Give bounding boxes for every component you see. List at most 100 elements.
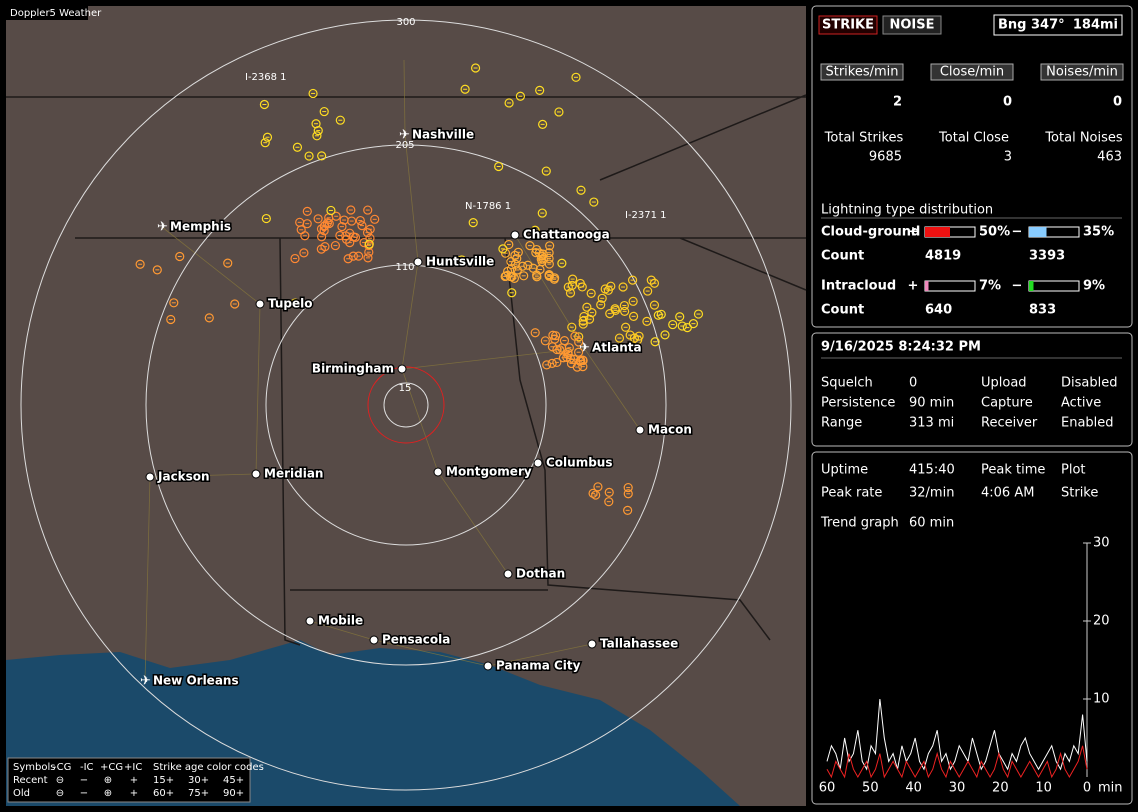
strike-icon (290, 298, 300, 308)
strike-icon (523, 260, 533, 270)
title-box (6, 6, 88, 20)
strike-icon (552, 344, 562, 355)
strike-icon (364, 239, 374, 249)
rate-label: Strikes/min (825, 65, 898, 80)
noise-button[interactable] (882, 15, 942, 35)
strike-icon (532, 270, 542, 280)
legend-age: 75+ (188, 788, 209, 799)
count-label: Count (821, 303, 864, 318)
strike-icon (593, 482, 603, 492)
strike-icon (578, 362, 588, 372)
airport-icon: ✈ (579, 341, 590, 356)
strike-icon (545, 241, 555, 251)
setting: Persistence (821, 396, 895, 411)
sensor-label: I-2371 1 (625, 210, 667, 221)
sensor-label: N-1786 1 (465, 201, 511, 212)
legend-symbol: + (130, 788, 138, 799)
strike-icon (575, 356, 585, 366)
rate-button[interactable] (930, 63, 1014, 81)
legend-age: 30+ (188, 775, 209, 786)
stat: Peak rate (821, 486, 882, 501)
strike-icon (649, 278, 660, 288)
stat: 32/min (909, 486, 954, 501)
legend-symbol: − (80, 788, 88, 799)
strike-icon (542, 360, 552, 370)
strike-icon (544, 259, 554, 269)
strike-icon (537, 208, 547, 218)
strike-icon (223, 258, 233, 268)
strike-icon (308, 88, 318, 99)
strike-icon (541, 166, 551, 176)
strike-icon (299, 248, 309, 258)
strike-icon (550, 334, 560, 344)
strike-icon (574, 332, 584, 342)
strike-icon (470, 63, 481, 73)
strike-icon (656, 309, 666, 319)
strike-button[interactable] (818, 15, 878, 35)
strike-icon (537, 251, 547, 261)
strike-icon (320, 242, 330, 252)
strike-icon (540, 336, 550, 346)
strike-icon (359, 237, 369, 248)
trend-line (826, 745, 1088, 779)
strike-icon (357, 221, 367, 231)
strike-icon (313, 214, 323, 224)
bar-frame (924, 280, 976, 292)
strike-icon (292, 142, 303, 152)
strike-icon (504, 98, 514, 108)
strike-icon (677, 321, 687, 331)
city-label: Pensacola (382, 633, 450, 647)
strike-icon (625, 330, 635, 340)
city-dot (413, 257, 423, 267)
strike-icon (175, 251, 185, 262)
strike-icon (628, 311, 639, 321)
strike-icon (530, 328, 540, 338)
percent: 9% (1083, 279, 1105, 294)
strike-icon (317, 151, 327, 161)
total-label: Total Strikes (824, 131, 904, 146)
strike-icon (166, 314, 176, 325)
strike-icon (204, 313, 214, 323)
city-label: Tupelo (268, 297, 313, 311)
strike-icon (501, 271, 511, 281)
type-label: Intracloud (821, 279, 896, 294)
strike-icon (623, 505, 633, 515)
y-tick-label: 30 (1093, 536, 1110, 551)
sign: + (908, 279, 919, 294)
sign: − (1012, 279, 1023, 294)
city-label: Chattanooga (523, 228, 610, 242)
city-dot (433, 467, 443, 477)
city-dot (397, 364, 407, 374)
city-dot (145, 472, 155, 482)
city-dot (483, 661, 493, 671)
bar (925, 227, 950, 237)
strike-icon (620, 306, 630, 316)
count-value: 833 (1029, 303, 1056, 318)
rate-button[interactable] (1040, 63, 1124, 81)
strike-icon (564, 343, 574, 353)
legend-age: 60+ (153, 788, 174, 799)
setting: Enabled (1061, 416, 1114, 431)
sign: − (1012, 225, 1023, 240)
strike-icon (262, 132, 273, 142)
stat: Peak time (981, 463, 1045, 478)
strike-icon (152, 265, 162, 275)
strike-icon (296, 225, 306, 235)
legend-symbol: − (80, 775, 88, 786)
x-unit: min (1098, 781, 1123, 796)
strike-icon (331, 211, 341, 221)
setting: Squelch (821, 376, 873, 391)
legend-label: Strike age color codes (153, 762, 264, 773)
x-tick-label: 10 (1035, 781, 1052, 796)
strike-icon (346, 205, 356, 215)
strike-icon (600, 284, 610, 294)
rate-label: Noises/min (1046, 65, 1118, 80)
sensor-label: I-2368 1 (245, 72, 287, 83)
city-dot (255, 299, 265, 309)
setting: 0 (909, 376, 917, 391)
strike-icon (261, 213, 271, 224)
rate-button[interactable] (820, 63, 904, 81)
stat: 415:40 (909, 463, 955, 478)
count-label: Count (821, 249, 864, 264)
strike-icon (606, 281, 616, 291)
